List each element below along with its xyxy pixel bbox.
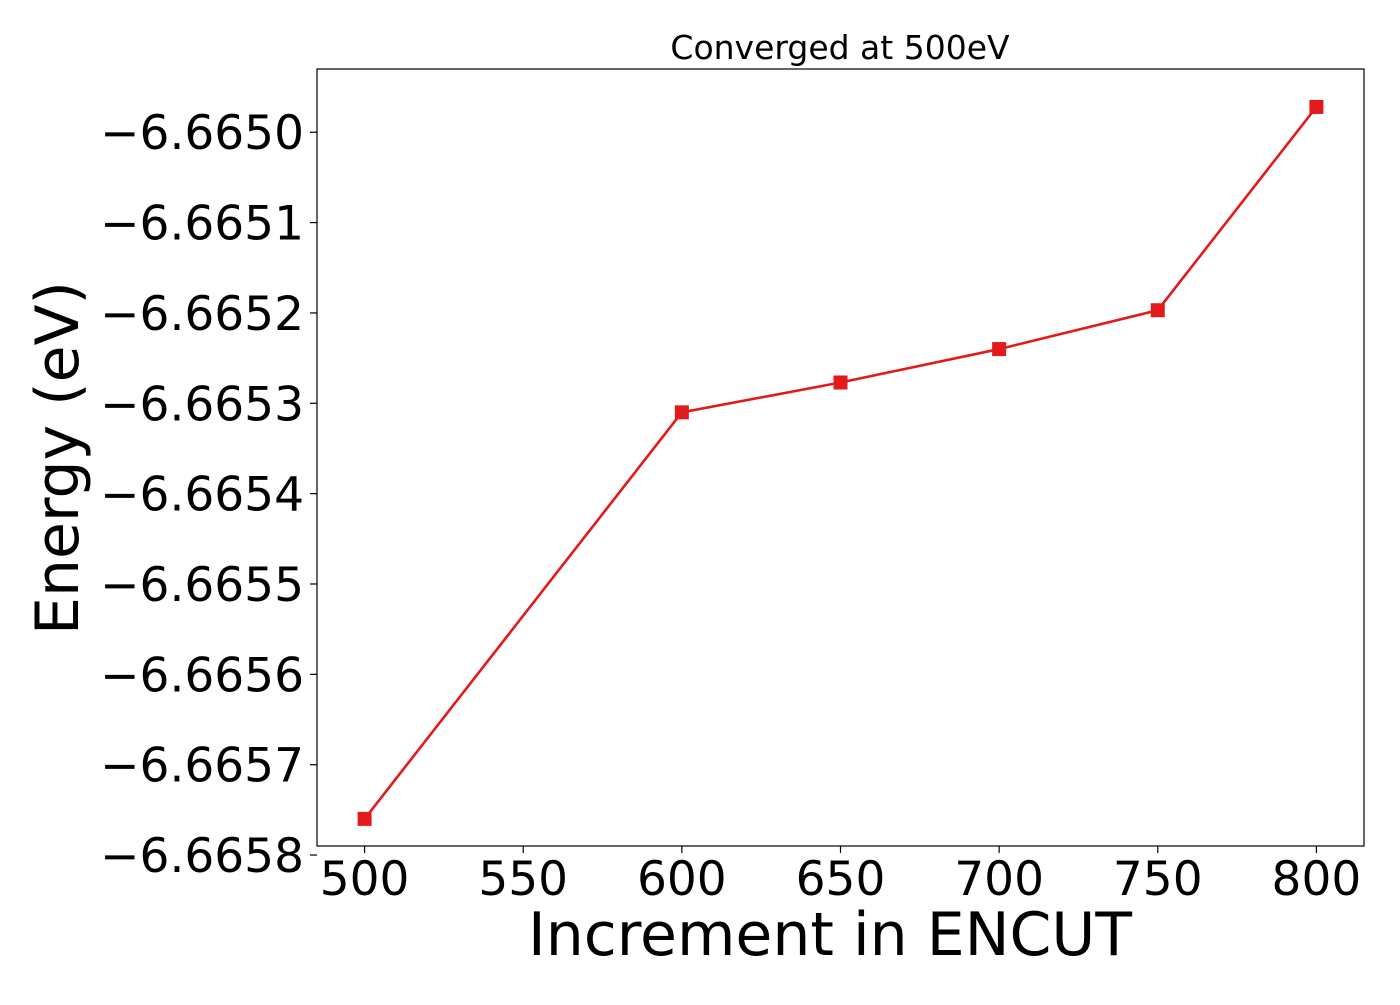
plot-frame — [316, 68, 1365, 847]
x-axis: 500 550 600 650 700 750 800 — [320, 846, 1362, 907]
y-tick-label: −6.6657 — [100, 739, 304, 794]
y-tick-label: −6.6652 — [100, 287, 304, 342]
data-point-marker — [357, 811, 372, 826]
y-tick-label: −6.6653 — [100, 377, 304, 432]
y-tick-label: −6.6656 — [100, 648, 304, 703]
x-tick-label: 550 — [478, 852, 568, 907]
data-point-marker — [992, 342, 1007, 357]
y-axis-label: Energy (eV) — [23, 281, 93, 635]
y-axis: −6.6650 −6.6651 −6.6652 −6.6653 −6.6654 −6.66… — [100, 106, 317, 884]
chart-title: Converged at 500eV — [670, 28, 1010, 67]
data-point-marker — [833, 375, 848, 390]
y-tick-label: −6.6655 — [100, 558, 304, 613]
data-point-marker — [1150, 303, 1165, 318]
data-point-marker — [674, 405, 689, 420]
series-layer — [357, 99, 1324, 826]
series-line — [363, 106, 1318, 820]
x-tick-label: 800 — [1272, 852, 1362, 907]
x-tick-label: 700 — [954, 852, 1044, 907]
y-tick-label: −6.6658 — [100, 829, 304, 884]
x-tick-label: 750 — [1113, 852, 1203, 907]
x-tick-label: 650 — [796, 852, 886, 907]
y-tick-label: −6.6651 — [100, 197, 304, 252]
y-tick-label: −6.6654 — [100, 468, 304, 523]
data-point-marker — [1309, 99, 1324, 114]
x-tick-label: 500 — [320, 852, 410, 907]
y-tick-label: −6.6650 — [100, 106, 304, 161]
x-tick-label: 600 — [637, 852, 727, 907]
x-axis-label: Increment in ENCUT — [528, 900, 1132, 970]
